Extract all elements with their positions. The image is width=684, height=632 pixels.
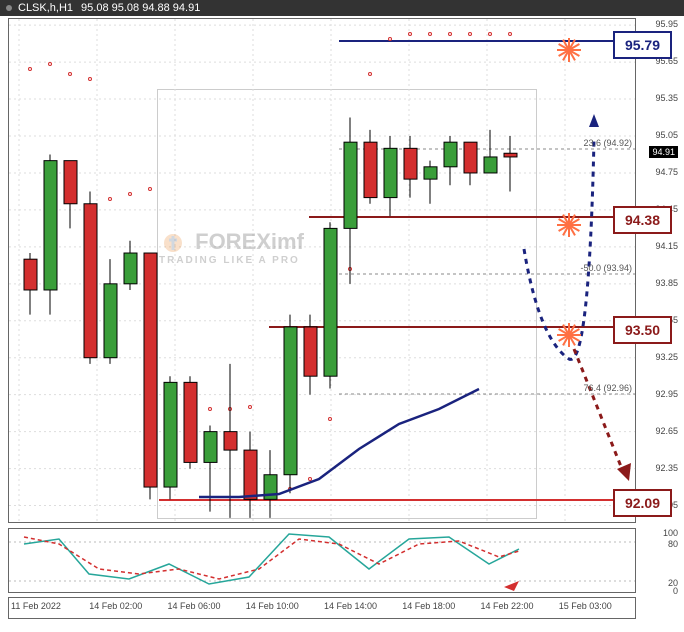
price-level-box: 95.79 xyxy=(613,31,672,59)
header-dot-icon xyxy=(6,5,12,11)
burst-marker xyxy=(554,210,584,245)
time-tick: 11 Feb 2022 xyxy=(9,601,87,615)
stoch-svg xyxy=(9,529,635,592)
price-tick: 95.35 xyxy=(640,93,678,103)
stoch-axis: 10080200 xyxy=(638,528,678,593)
price-tick: 93.85 xyxy=(640,278,678,288)
fib-label: 76.4 (92.96) xyxy=(583,383,632,393)
price-level-box: 92.09 xyxy=(613,489,672,517)
price-tick: 92.65 xyxy=(640,426,678,436)
time-tick: 14 Feb 18:00 xyxy=(400,601,478,615)
stoch-tick: 80 xyxy=(640,539,678,549)
current-price-tag: 94.91 xyxy=(649,146,678,158)
burst-marker xyxy=(554,35,584,70)
burst-icon xyxy=(554,210,584,240)
price-tick: 92.95 xyxy=(640,389,678,399)
watermark-logo: FOREXimf TRADING LIKE A PRO xyxy=(159,229,304,266)
price-level-box: 94.38 xyxy=(613,206,672,234)
time-tick: 14 Feb 02:00 xyxy=(87,601,165,615)
watermark-sub: TRADING LIKE A PRO xyxy=(159,255,304,266)
price-tick: 94.15 xyxy=(640,241,678,251)
price-axis: 95.9595.6595.3595.0594.7594.4594.1593.85… xyxy=(638,18,678,523)
chart-svg xyxy=(9,19,635,522)
stoch-panel[interactable] xyxy=(8,528,636,593)
chart-header: CLSK,h,H1 95.08 95.08 94.88 94.91 xyxy=(0,0,684,16)
price-level-box: 93.50 xyxy=(613,316,672,344)
burst-icon xyxy=(554,320,584,350)
time-tick: 15 Feb 03:00 xyxy=(557,601,635,615)
price-tick: 93.25 xyxy=(640,352,678,362)
burst-icon xyxy=(554,35,584,65)
stoch-tick: 100 xyxy=(640,528,678,538)
ohlc-label: 95.08 95.08 94.88 94.91 xyxy=(81,2,200,14)
price-tick: 95.05 xyxy=(640,130,678,140)
fib-label: -50.0 (93.94) xyxy=(580,263,632,273)
time-tick: 14 Feb 10:00 xyxy=(244,601,322,615)
time-tick: 14 Feb 06:00 xyxy=(166,601,244,615)
logo-icon xyxy=(159,232,189,254)
price-tick: 92.35 xyxy=(640,463,678,473)
price-tick: 94.75 xyxy=(640,167,678,177)
watermark-text: FOREXimf xyxy=(195,229,304,254)
main-chart[interactable]: FOREXimf TRADING LIKE A PRO xyxy=(8,18,636,523)
burst-marker xyxy=(554,320,584,355)
time-axis: 11 Feb 202214 Feb 02:0014 Feb 06:0014 Fe… xyxy=(8,597,636,619)
stoch-tick: 0 xyxy=(640,586,678,596)
time-tick: 14 Feb 14:00 xyxy=(322,601,400,615)
price-tick: 95.95 xyxy=(640,19,678,29)
fib-label: 23.6 (94.92) xyxy=(583,138,632,148)
symbol-label: CLSK,h,H1 xyxy=(18,2,73,14)
time-tick: 14 Feb 22:00 xyxy=(479,601,557,615)
